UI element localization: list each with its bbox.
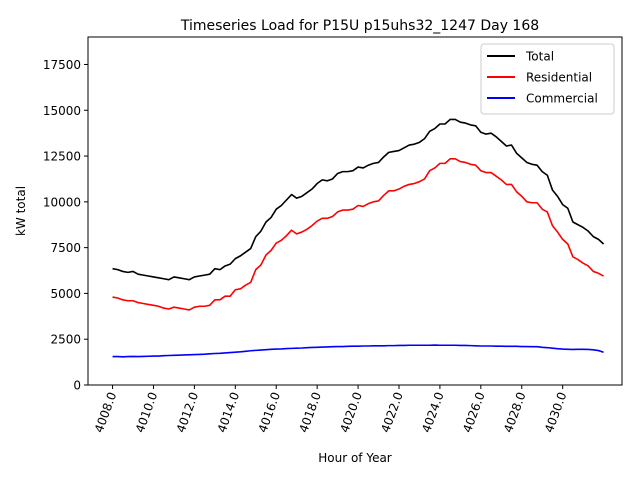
legend-box — [480, 43, 615, 115]
legend: Total Residential Commercial — [480, 43, 615, 115]
y-tick-label: 15000 — [43, 104, 81, 118]
y-tick-label: 7500 — [50, 241, 81, 255]
series-line-total — [112, 118, 605, 281]
legend-label-residential: Residential — [526, 71, 592, 85]
y-tick-label: 0 — [73, 379, 81, 393]
legend-label-total: Total — [525, 50, 554, 64]
legend-label-commercial: Commercial — [526, 92, 598, 106]
plot-frame — [87, 36, 623, 386]
series-line-residential — [112, 158, 604, 311]
plot-area — [112, 118, 605, 358]
y-tick-label: 10000 — [43, 195, 81, 209]
chart-title: Timeseries Load for P15U p15uhs32_1247 D… — [180, 18, 539, 34]
y-axis: 0 2500 5000 7500 10000 12500 15000 17500 — [43, 58, 88, 393]
x-axis-label: Hour of Year — [318, 451, 392, 465]
y-tick-label: 12500 — [43, 150, 81, 164]
y-tick-label: 5000 — [50, 287, 81, 301]
y-axis-label: kW total — [14, 186, 28, 236]
series-line-commercial — [112, 344, 604, 358]
y-tick-label: 2500 — [50, 333, 81, 347]
y-tick-label: 17500 — [43, 58, 81, 72]
